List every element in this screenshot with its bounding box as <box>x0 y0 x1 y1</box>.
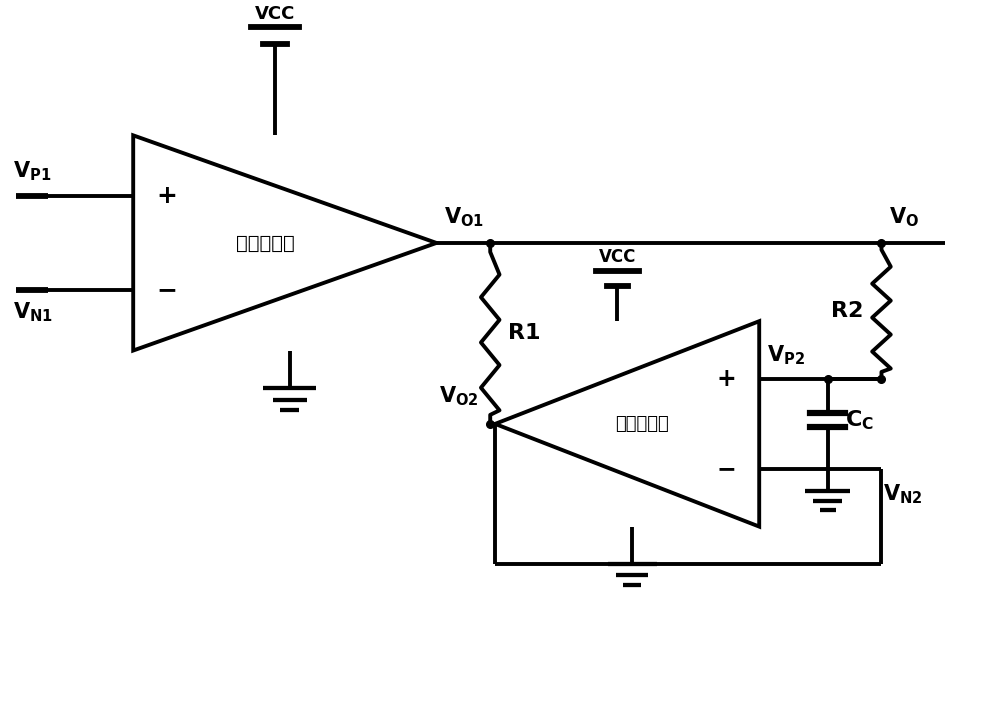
Text: $\mathbf{V_{P1}}$: $\mathbf{V_{P1}}$ <box>13 160 51 183</box>
Text: $\mathbf{V_{O1}}$: $\mathbf{V_{O1}}$ <box>444 206 484 229</box>
Text: +: + <box>716 367 736 391</box>
Text: $\mathbf{V_{O2}}$: $\mathbf{V_{O2}}$ <box>439 385 478 408</box>
Text: $\mathbf{V_{N2}}$: $\mathbf{V_{N2}}$ <box>883 483 923 506</box>
Text: −: − <box>716 457 736 481</box>
Text: $\mathbf{V_{P2}}$: $\mathbf{V_{P2}}$ <box>767 344 805 367</box>
Text: $\mathbf{V_O}$: $\mathbf{V_O}$ <box>889 206 919 229</box>
Text: +: + <box>156 183 177 207</box>
Text: $\mathbf{C_C}$: $\mathbf{C_C}$ <box>845 408 874 432</box>
Text: −: − <box>156 278 177 302</box>
Text: R2: R2 <box>831 301 864 321</box>
Text: $\mathbf{V_{N1}}$: $\mathbf{V_{N1}}$ <box>13 300 53 323</box>
Text: VCC: VCC <box>599 249 636 266</box>
Text: R1: R1 <box>508 323 540 344</box>
Text: VCC: VCC <box>255 5 295 23</box>
Text: 运算放大器: 运算放大器 <box>615 415 669 433</box>
Text: 差分放大器: 差分放大器 <box>236 233 295 252</box>
